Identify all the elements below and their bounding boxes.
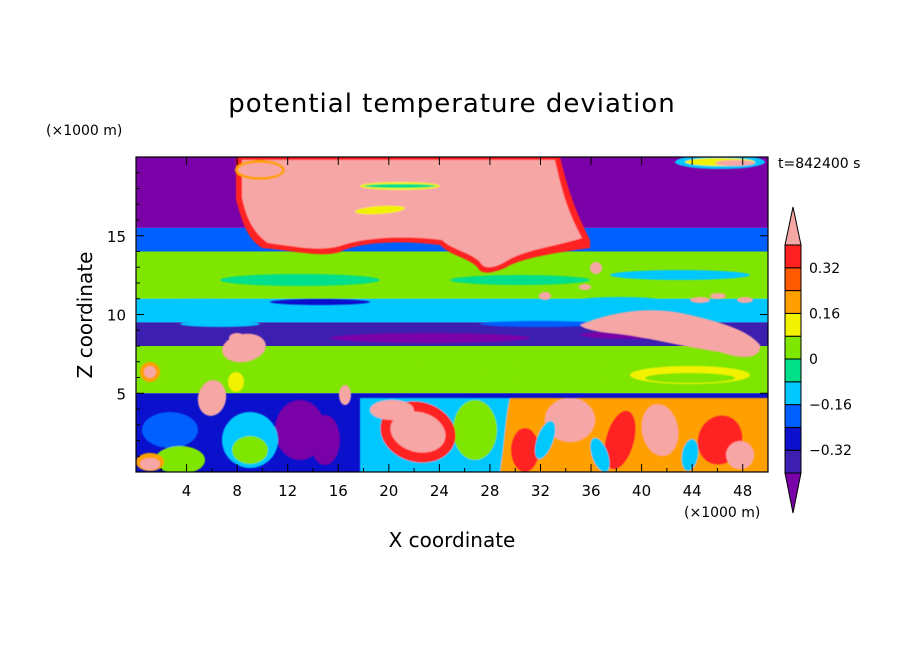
contour-feature: [737, 297, 753, 303]
right-pink-tongue: [580, 310, 761, 358]
x-tick-label: 44: [683, 482, 702, 500]
contour-feature: [590, 262, 602, 274]
colorbar-swatch: [784, 358, 802, 383]
chart-title: potential temperature deviation: [228, 89, 675, 119]
y-tick-label: 15: [107, 228, 126, 246]
contour-feature: [450, 275, 590, 285]
colorbar-swatch: [784, 449, 802, 474]
x-tick-label: 4: [182, 482, 192, 500]
plume-pink: [242, 160, 582, 268]
contour-feature: [280, 360, 420, 376]
contour-feature: [480, 363, 640, 381]
contour-feature: [370, 400, 414, 420]
x-tick-label: 8: [232, 482, 242, 500]
contour-feature: [232, 436, 268, 464]
x-tick-label: 20: [379, 482, 398, 500]
x-tick-label: 40: [632, 482, 651, 500]
y-tick-label: 10: [107, 307, 126, 325]
colorbar-swatch: [784, 426, 802, 451]
warm-cell: [545, 398, 595, 442]
x-tick-label: 12: [278, 482, 297, 500]
contour-feature: [310, 415, 340, 465]
contour-feature: [140, 458, 160, 470]
contour-feature: [355, 205, 405, 215]
x-axis-label: X coordinate: [389, 528, 516, 552]
x-tick-label: 48: [733, 482, 752, 500]
contour-feature: [270, 299, 370, 305]
contour-feature: [142, 412, 198, 448]
contour-feature: [197, 380, 227, 416]
contour-feature: [539, 292, 551, 300]
contour-feature: [480, 321, 600, 327]
contour-feature: [645, 373, 735, 383]
contour-feature: [165, 299, 235, 305]
colorbar-extend-min: [784, 472, 802, 514]
mid-swirl: [220, 274, 380, 286]
y-unit-label: (×1000 m): [46, 123, 122, 139]
dark-layer: [330, 333, 530, 343]
contour-feature: [641, 404, 679, 456]
colorbar-label: −0.32: [809, 443, 852, 459]
contour-feature: [339, 385, 351, 405]
colorbar-swatch: [784, 381, 802, 406]
contour-feature: [229, 333, 245, 343]
contour-feature: [390, 411, 446, 453]
time-label: t=842400 s: [778, 156, 860, 172]
contour-feature: [420, 302, 500, 308]
colorbar-swatch: [784, 267, 802, 292]
colorbar-swatch: [784, 290, 802, 314]
contour-feature: [610, 270, 750, 280]
colorbar-extend-max: [784, 206, 802, 246]
colorbar-label: 0.32: [809, 261, 840, 277]
contour-feature: [155, 446, 205, 472]
contour-feature: [580, 297, 660, 303]
x-tick-label: 24: [430, 482, 449, 500]
x-tick-label: 16: [329, 482, 348, 500]
y-axis-label: Z coordinate: [73, 252, 97, 379]
colorbar-label: 0: [809, 352, 818, 368]
x-tick-label: 36: [581, 482, 600, 500]
contour-feature: [511, 428, 539, 472]
colorbar-swatch: [784, 312, 802, 337]
contour-feature: [534, 421, 556, 459]
contour-features: [136, 157, 768, 472]
contour-feature: [144, 366, 156, 378]
contour-feature: [579, 284, 591, 290]
contour-feature: [604, 410, 636, 470]
contour-feature: [690, 297, 710, 303]
plot-area: [136, 157, 768, 472]
contour-feature: [238, 163, 282, 177]
contour-feature: [726, 441, 754, 469]
contour-feature: [180, 321, 260, 327]
colorbar: 0.32 0.16 0 −0.16 −0.32: [784, 206, 852, 514]
x-tick-label: 32: [531, 482, 550, 500]
contour-feature: [228, 372, 244, 392]
colorbar-label: −0.16: [809, 398, 852, 414]
contour-feature: [715, 160, 755, 166]
contour-feature: [453, 400, 497, 460]
colorbar-swatch: [784, 335, 802, 360]
y-axis-ticks: 5 10 15: [107, 172, 768, 457]
colorbar-swatch: [784, 244, 802, 269]
x-axis-ticks: 4 8 12 16 20 24 28 32 36 40 44 48: [160, 157, 752, 500]
colorbar-swatch: [784, 404, 802, 428]
contour-feature: [590, 437, 610, 472]
colorbar-label: 0.16: [809, 306, 840, 322]
x-unit-label: (×1000 m): [684, 505, 760, 521]
y-tick-label: 5: [116, 385, 126, 403]
x-tick-label: 28: [480, 482, 499, 500]
contour-feature: [681, 439, 699, 471]
contour-feature: [364, 184, 436, 188]
contour-feature: [710, 293, 726, 299]
